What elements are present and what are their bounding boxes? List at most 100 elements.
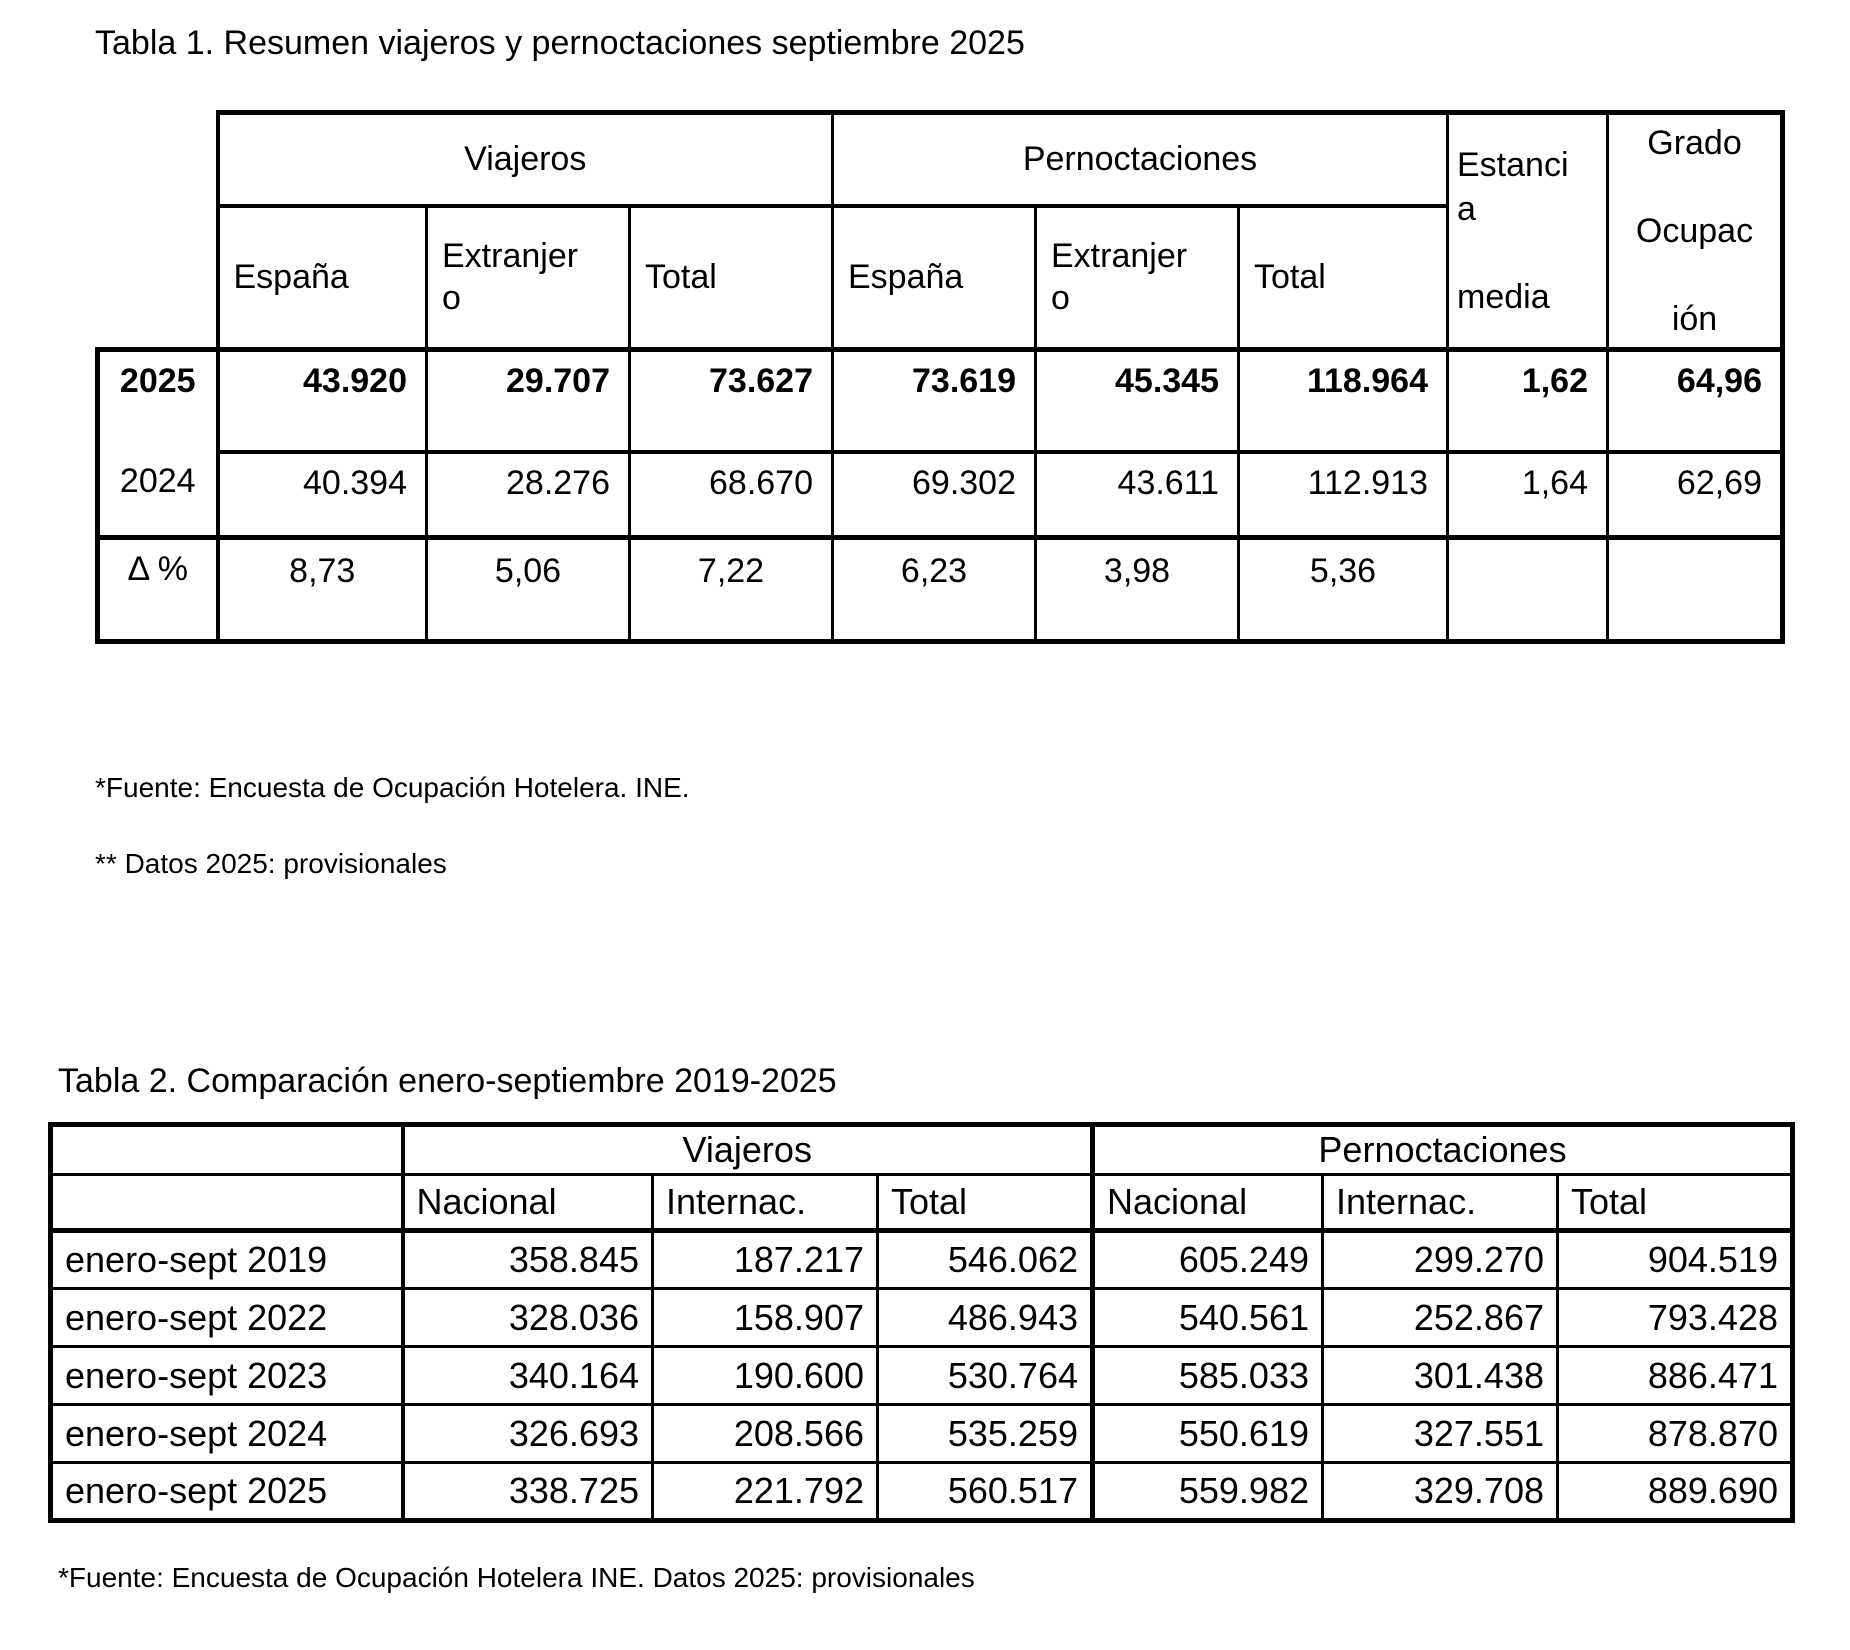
table1-header-grado-ocupacion: Grado Ocupac ión: [1606, 110, 1785, 352]
table2-header-total-viajeros: Total: [876, 1173, 1094, 1233]
table2-row-label: enero-sept 2022: [48, 1287, 404, 1348]
table1-footnote-source: *Fuente: Encuesta de Ocupación Hotelera.…: [95, 772, 690, 803]
t1-cell: [1606, 535, 1785, 644]
t2-cell: 327.551: [1321, 1403, 1559, 1464]
table1-row-label-2024: 2024: [95, 451, 219, 540]
t2-cell: 299.270: [1321, 1228, 1559, 1290]
table2-header-nacional-viajeros: Nacional: [400, 1173, 654, 1233]
t1-cell: 73.619: [831, 347, 1037, 454]
t2-cell: 187.217: [651, 1228, 879, 1290]
table1-header-total-viajeros: Total: [628, 203, 834, 352]
table-row: 2024 40.394 28.276 68.670 69.302 43.611 …: [95, 449, 1785, 540]
table1-column-header-row: España Extranjer o Total España Extranje…: [98, 203, 1783, 352]
table2-header-internac-viajeros: Internac.: [651, 1173, 879, 1233]
t1-cell: 69.302: [831, 449, 1037, 540]
t1-cell: [1446, 535, 1609, 644]
t2-cell: 208.566: [651, 1403, 879, 1464]
t2-cell: 190.600: [651, 1345, 879, 1406]
table1-title: Tabla 1. Resumen viajeros y pernoctacion…: [95, 24, 1025, 62]
t2-cell: 326.693: [400, 1403, 654, 1464]
table1-header-viajeros: Viajeros: [215, 110, 834, 208]
t2-cell: 340.164: [400, 1345, 654, 1406]
t1-cell: 68.670: [628, 449, 834, 540]
t2-cell: 886.471: [1556, 1345, 1795, 1406]
t2-cell: 585.033: [1090, 1345, 1324, 1406]
t2-cell: 535.259: [876, 1403, 1094, 1464]
table1-header-total-pernoctaciones: Total: [1237, 203, 1449, 352]
t1-cell: 5,06: [425, 535, 631, 644]
table2-row-label: enero-sept 2025: [48, 1461, 404, 1523]
table1-header-pernoctaciones: Pernoctaciones: [831, 110, 1449, 208]
t2-cell: 878.870: [1556, 1403, 1795, 1464]
t2-cell: 301.438: [1321, 1345, 1559, 1406]
table-row: enero-sept 2019 358.845 187.217 546.062 …: [48, 1228, 1795, 1290]
table1-row-label-delta: Δ %: [95, 535, 219, 644]
table2-header-nacional-pernoctaciones: Nacional: [1090, 1173, 1324, 1233]
t1-cell: 43.611: [1034, 449, 1240, 540]
table2-group-header-row: Viajeros Pernoctaciones: [48, 1122, 1795, 1176]
t1-cell: 8,73: [215, 535, 428, 644]
t2-cell: 486.943: [876, 1287, 1094, 1348]
t1-cell: 29.707: [425, 347, 631, 454]
t2-cell: 221.792: [651, 1461, 879, 1523]
table-row: enero-sept 2023 340.164 190.600 530.764 …: [48, 1345, 1795, 1406]
table2-empty-header-cell: [48, 1173, 404, 1233]
t2-cell: 559.982: [1090, 1461, 1324, 1523]
t2-cell: 540.561: [1090, 1287, 1324, 1348]
t1-cell: 7,22: [628, 535, 834, 644]
t2-cell: 530.764: [876, 1345, 1094, 1406]
table-row: enero-sept 2024 326.693 208.566 535.259 …: [48, 1403, 1795, 1464]
t2-cell: 550.619: [1090, 1403, 1324, 1464]
table2-row-label: enero-sept 2023: [48, 1345, 404, 1406]
t1-cell: 6,23: [831, 535, 1037, 644]
t1-cell: 40.394: [215, 449, 428, 540]
table2-header-internac-pernoctaciones: Internac.: [1321, 1173, 1559, 1233]
table1-header-extranjero-viajeros: Extranjer o: [425, 203, 631, 352]
table2-row-label: enero-sept 2024: [48, 1403, 404, 1464]
t1-cell: 64,96: [1606, 347, 1785, 454]
t2-cell: 158.907: [651, 1287, 879, 1348]
t1-cell: 112.913: [1237, 449, 1449, 540]
t2-cell: 904.519: [1556, 1228, 1795, 1290]
t1-cell: 43.920: [215, 347, 428, 454]
t1-cell: 62,69: [1606, 449, 1785, 540]
table-row: Δ % 8,73 5,06 7,22 6,23 3,98 5,36: [95, 535, 1785, 644]
t2-cell: 605.249: [1090, 1228, 1324, 1290]
t2-cell: 560.517: [876, 1461, 1094, 1523]
t2-cell: 338.725: [400, 1461, 654, 1523]
t1-cell: 1,62: [1446, 347, 1609, 454]
table-row: enero-sept 2025 338.725 221.792 560.517 …: [48, 1461, 1795, 1523]
table2-header-pernoctaciones: Pernoctaciones: [1090, 1122, 1795, 1176]
t1-cell: 118.964: [1237, 347, 1449, 454]
t2-cell: 329.708: [1321, 1461, 1559, 1523]
t2-cell: 793.428: [1556, 1287, 1795, 1348]
table1-group-header-row: Viajeros Pernoctaciones Estanci a media …: [98, 110, 1785, 352]
table1-row-label-2025: 2025: [95, 347, 219, 452]
t1-cell: 1,64: [1446, 449, 1609, 540]
table2-header-viajeros: Viajeros: [400, 1122, 1094, 1176]
table2-row-label: enero-sept 2019: [48, 1228, 404, 1290]
table-row: enero-sept 2022 328.036 158.907 486.943 …: [48, 1287, 1795, 1348]
table2-comparacion: Viajeros Pernoctaciones Nacional Interna…: [48, 1122, 1795, 1523]
t1-cell: 3,98: [1034, 535, 1240, 644]
t2-cell: 889.690: [1556, 1461, 1795, 1523]
t1-cell: 45.345: [1034, 347, 1240, 454]
t2-cell: 328.036: [400, 1287, 654, 1348]
t1-cell: 28.276: [425, 449, 631, 540]
t2-cell: 252.867: [1321, 1287, 1559, 1348]
table-row: 2025 43.920 29.707 73.627 73.619 45.345 …: [95, 347, 1785, 454]
table1-header-estancia-media: Estanci a media: [1446, 110, 1609, 352]
table1-header-extranjero-pernoctaciones: Extranjer o: [1034, 203, 1240, 352]
table1-header-espana-viajeros: España: [215, 203, 428, 352]
t1-cell: 5,36: [1237, 535, 1449, 644]
table2-title: Tabla 2. Comparación enero-septiembre 20…: [58, 1062, 837, 1100]
t1-cell: 73.627: [628, 347, 834, 454]
table1-header-espana-pernoctaciones: España: [831, 203, 1037, 352]
table2-header-total-pernoctaciones: Total: [1556, 1173, 1795, 1233]
t2-cell: 546.062: [876, 1228, 1094, 1290]
t2-cell: 358.845: [400, 1228, 654, 1290]
table2-footnote-source: *Fuente: Encuesta de Ocupación Hotelera …: [58, 1562, 975, 1593]
table1-footnote-provisional: ** Datos 2025: provisionales: [95, 848, 447, 879]
table2-corner-cell: [48, 1122, 404, 1176]
